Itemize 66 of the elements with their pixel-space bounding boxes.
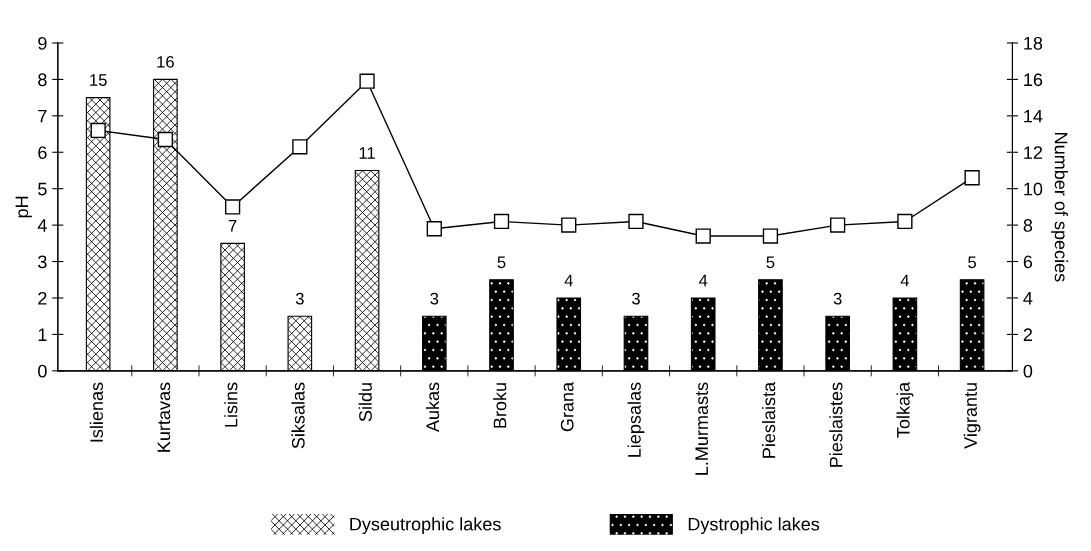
x-tick-label: Kurtavas — [157, 382, 171, 452]
x-tick-label: Liepsalas — [627, 382, 645, 457]
y2-tick-label: 16 — [1024, 73, 1043, 87]
x-tick-label: Grana — [560, 381, 574, 432]
y-axis-title: pH — [15, 196, 32, 218]
y-tick-label: 4 — [37, 219, 47, 232]
y-tick-label: 5 — [38, 182, 47, 196]
data-label: 15 — [90, 74, 107, 86]
data-label: 4 — [900, 274, 910, 287]
y-tick-label: 9 — [38, 36, 47, 50]
data-label: 5 — [968, 256, 977, 269]
x-tick-label: Lisins — [224, 382, 238, 427]
data-label: 7 — [228, 220, 237, 232]
point — [224, 199, 241, 215]
y-tick-label: 1 — [38, 328, 47, 341]
y-tick-label: 0 — [38, 364, 47, 378]
y2-tick-label: 8 — [1023, 219, 1033, 232]
point — [830, 217, 846, 233]
y-tick-label: 7 — [38, 109, 47, 123]
data-label: 4 — [698, 274, 708, 287]
x-tick-label: Pieslaista — [762, 381, 776, 458]
y2-tick-label: 4 — [1023, 292, 1033, 305]
point — [426, 221, 442, 237]
data-label: 3 — [295, 292, 304, 305]
point — [897, 213, 913, 230]
data-label: 5 — [497, 256, 506, 269]
y2-tick-label: 12 — [1024, 146, 1043, 159]
x-tick-label: Broku — [493, 383, 507, 428]
y2-tick-label: 2 — [1023, 328, 1032, 341]
x-tick-label: Sildu — [358, 383, 372, 422]
point — [628, 213, 644, 230]
y-tick-label: 6 — [38, 146, 47, 159]
y-tick-label: 8 — [38, 73, 47, 87]
y2-tick-label: 14 — [1024, 109, 1043, 123]
data-label: 5 — [766, 256, 775, 269]
data-label: 3 — [833, 292, 842, 305]
data-label: 4 — [564, 274, 573, 287]
x-tick-label: Vigrantu — [963, 383, 981, 449]
y-tick-label: 3 — [38, 255, 47, 269]
y2-tick-label: 0 — [1023, 364, 1033, 378]
point — [762, 228, 779, 244]
y2-tick-label: 18 — [1024, 36, 1043, 50]
data-label: 3 — [430, 292, 439, 305]
x-tick-label: L.Murmasts — [695, 382, 709, 475]
y2-axis-title: Number of species — [1051, 133, 1068, 282]
x-tick-label: Pieslaistes — [829, 382, 843, 467]
point — [561, 217, 577, 233]
point — [695, 228, 711, 244]
point — [493, 213, 510, 230]
data-label: 3 — [631, 292, 640, 305]
x-tick-label: Aukas — [425, 382, 440, 433]
point — [90, 122, 106, 139]
legend-label: Dyseutrophic lakes — [350, 517, 501, 535]
data-label: 11 — [359, 147, 375, 159]
data-label: 16 — [157, 55, 174, 68]
point — [157, 131, 174, 148]
y-tick-label: 2 — [38, 291, 47, 305]
legend-label: Dystrophic lakes — [688, 517, 820, 535]
x-tick-label: Tolkaja — [896, 381, 914, 438]
point — [359, 73, 375, 89]
y2-tick-label: 10 — [1024, 182, 1043, 196]
x-tick-label: Siksalas — [291, 382, 305, 449]
point — [964, 170, 980, 186]
y2-tick-label: 6 — [1023, 255, 1033, 269]
point — [292, 139, 308, 155]
x-tick-label: Islienas — [89, 382, 104, 442]
